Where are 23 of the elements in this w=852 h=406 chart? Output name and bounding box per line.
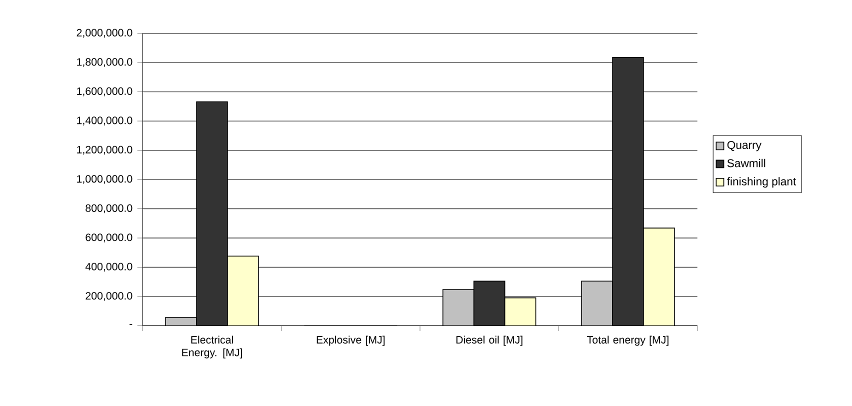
y-tick-label: 2,000,000.0	[76, 28, 132, 38]
x-tick-label: Electrical Energy. [MJ]	[182, 336, 242, 358]
y-tick-label: 200,000.0	[86, 292, 132, 301]
y-tick-label: 1,800,000.0	[77, 58, 132, 67]
y-tick-label: 1,600,000.0	[77, 87, 132, 96]
y-tick-label: -	[130, 324, 132, 325]
bar	[504, 297, 536, 326]
legend-label: finishing plant	[727, 177, 796, 188]
bar	[643, 228, 675, 326]
y-tick-label: 1,400,000.0	[77, 116, 132, 126]
y-tick-label: 1,000,000.0	[77, 175, 132, 184]
legend-label: Sawmill	[727, 158, 766, 168]
y-tick-label: 400,000.0	[85, 262, 132, 272]
legend-label: Quarry	[727, 140, 762, 152]
y-tick-label: 800,000.0	[86, 204, 132, 214]
x-tick-label: Explosive [MJ]	[316, 336, 385, 346]
x-tick-label: Diesel oil [MJ]	[456, 336, 522, 346]
y-tick-label: 1,200,000.0	[77, 146, 132, 155]
bar	[442, 289, 474, 326]
bar	[227, 256, 259, 326]
y-tick-label: 600,000.0	[86, 234, 132, 242]
bar	[581, 280, 613, 326]
x-tick-label: Total energy [MJ]	[587, 336, 668, 346]
